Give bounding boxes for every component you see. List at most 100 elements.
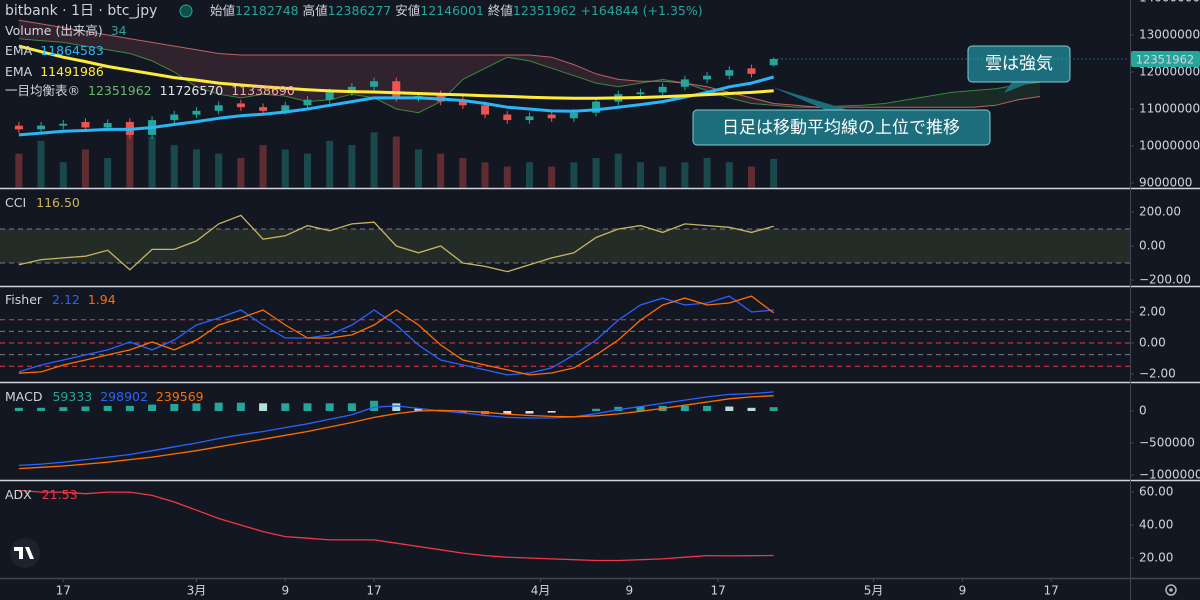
settings[interactable] (1165, 584, 1177, 596)
legend-name: Volume (出来高) (5, 23, 103, 38)
volume-bar (392, 136, 400, 188)
annotation: 雲は強気 (985, 54, 1053, 74)
histogram-bar (14, 407, 23, 411)
ohlc-value: 12146001 (420, 3, 484, 18)
histogram-bar (747, 407, 756, 411)
cci-band (0, 228, 1130, 264)
x-tick-label: 3月 (187, 584, 207, 598)
volume-bar (215, 153, 223, 188)
histogram-bar (458, 411, 467, 413)
cloud-segment (129, 38, 153, 61)
legend-value: 11491986 (40, 64, 104, 79)
indicator-line (18, 489, 774, 562)
annotation-box (967, 45, 1071, 83)
y-tick-label: 11000000 (1139, 102, 1200, 116)
candle-body (214, 105, 223, 111)
volume-bar (481, 162, 489, 188)
x-tick-label: 4月 (531, 584, 551, 598)
histogram-bar (259, 403, 268, 411)
cloud-segment (351, 54, 375, 98)
plots (0, 19, 1130, 562)
histogram-bar (614, 406, 623, 411)
annotation: 日足は移動平均線の上位で推移 (722, 118, 960, 138)
adx-legend: ADX 21.53 (5, 487, 78, 502)
status-dot (179, 4, 193, 18)
volume-bar (747, 166, 755, 188)
histogram-bar (148, 404, 157, 411)
volume-bar (636, 162, 644, 188)
volume-bar (548, 166, 556, 188)
chart-title: bitbank · 1日 · btc_jpy (5, 3, 157, 19)
volume-bar (148, 136, 156, 188)
ichimoku-legend: 一目均衡表® 12351962 11726570 11338690 (5, 83, 295, 98)
volume-bar (725, 162, 733, 188)
cloud-segment (929, 92, 952, 108)
legend-name: MACD (5, 389, 42, 404)
cloud-segment (485, 54, 508, 69)
x-tick-label: 9 (281, 584, 289, 598)
indicator-line (18, 295, 775, 376)
candle-body (636, 92, 645, 95)
settings-icon[interactable] (1165, 584, 1177, 596)
candle-body (170, 114, 179, 121)
ohlc-label: 始値 (210, 3, 235, 18)
ohlc-label: 高値 (303, 3, 328, 18)
candle-body (192, 110, 201, 115)
cloud-segment (329, 54, 352, 100)
y-tick-label: 13000000 (1139, 28, 1200, 42)
candle-body (303, 99, 312, 106)
y-tick-label: 0.00 (1139, 335, 1166, 349)
legend-name: CCI (5, 195, 26, 210)
cloud-segment (573, 64, 597, 84)
last-price-label: 12351962 (1136, 52, 1195, 66)
legend-value: 239569 (156, 389, 204, 404)
panel (14, 19, 1041, 188)
volume-bar (703, 158, 711, 188)
legend-value: 298902 (100, 389, 148, 404)
histogram-bar (281, 403, 290, 411)
legend-value: 11864583 (40, 43, 104, 58)
cloud-segment (951, 90, 974, 108)
candle-body (547, 114, 556, 119)
ema-line (18, 44, 774, 100)
volume-bar (237, 158, 245, 188)
histogram-bar (170, 403, 179, 411)
legend-name: 一目均衡表® (5, 83, 80, 98)
legend-value: 1.94 (88, 292, 116, 307)
histogram-bar (303, 403, 312, 411)
cloud-line (18, 19, 1041, 108)
volume-bar (681, 162, 689, 188)
volume-bar (170, 145, 178, 188)
histogram-bar (547, 411, 556, 413)
indicator-line (18, 214, 774, 273)
ohlc-value: 12351962 (513, 3, 577, 18)
histogram-bar (503, 411, 512, 415)
cloud-segment (374, 54, 397, 109)
histogram-bar (103, 405, 112, 411)
legend-value: 2.12 (52, 292, 80, 307)
panel (0, 214, 1130, 273)
ema-legend: EMA 11491986 (5, 64, 104, 79)
volume-bar (192, 149, 200, 188)
x-tick-label: 17 (366, 584, 381, 598)
legend-name: ADX (5, 487, 32, 502)
logo-badge (10, 538, 40, 568)
ema-legend: EMA 11864583 (5, 43, 104, 58)
cloud-segment (63, 27, 86, 47)
histogram-bar (636, 406, 645, 411)
candle-body (392, 81, 401, 98)
histogram-bar (370, 400, 379, 411)
candle-body (680, 79, 689, 87)
ohlc-value: 12182748 (235, 3, 299, 18)
volume-bar (525, 162, 533, 188)
y-tick-label: 12000000 (1139, 65, 1200, 79)
histogram-bar (81, 406, 90, 411)
indicator-line (18, 295, 774, 376)
cloud-segment (462, 54, 486, 80)
volume-bar (104, 158, 112, 188)
x-tick-label: 17 (1044, 584, 1059, 598)
candle-body (658, 86, 667, 93)
candle-body (103, 123, 112, 128)
